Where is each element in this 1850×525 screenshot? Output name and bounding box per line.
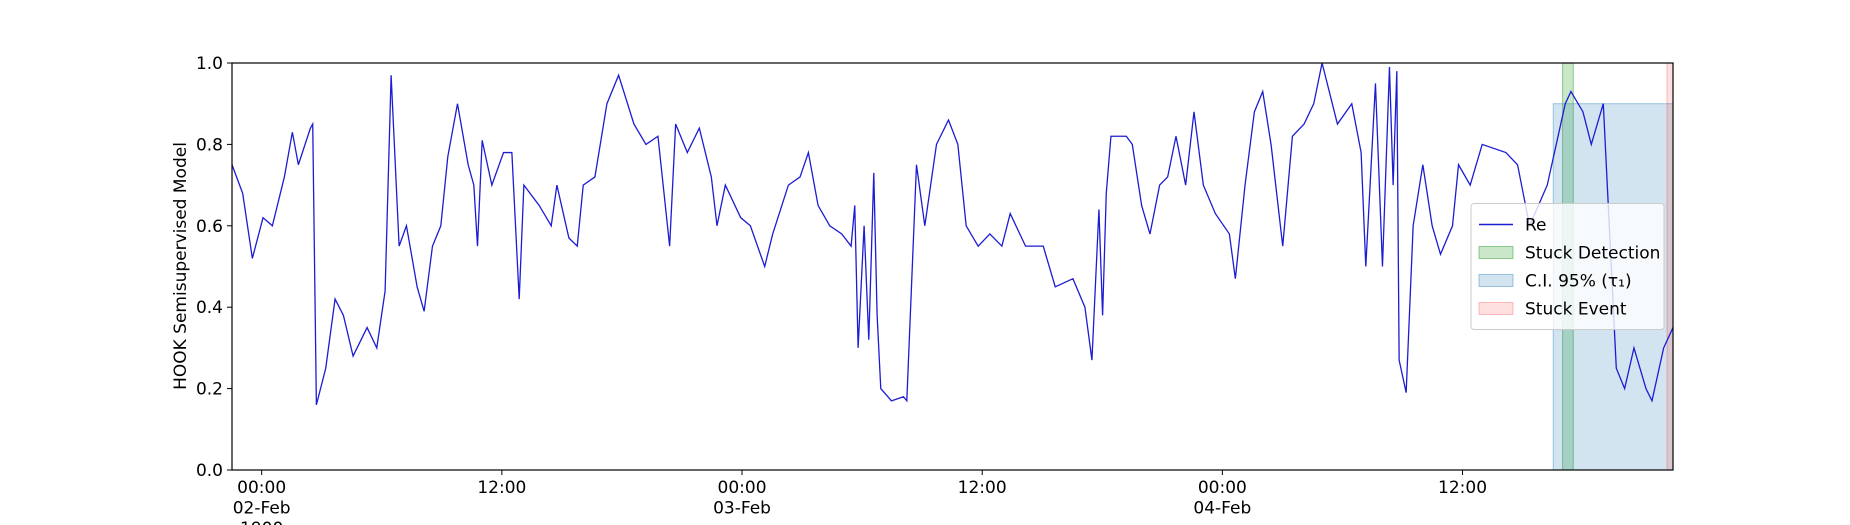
axes-frame — [231, 62, 1674, 471]
span — [1666, 62, 1674, 471]
legend-patch — [1478, 246, 1514, 259]
y-tick-label: 0.4 — [196, 298, 223, 318]
y-tick-label: 0.0 — [196, 461, 223, 481]
legend-patch — [1478, 302, 1514, 315]
y-tick-label: 0.8 — [196, 135, 223, 155]
x-tick-label: 00:00 03-Feb — [713, 478, 771, 518]
legend-label: Re — [1525, 216, 1547, 236]
legend: Re Stuck Detection C.I. 95% (τ₁) Stuck Even… — [1470, 203, 1665, 330]
legend-label: C.I. 95% (τ₁) — [1525, 272, 1632, 292]
x-tick-label: 12:00 — [1438, 478, 1487, 498]
x-tick-label: 00:00 04-Feb — [1193, 478, 1251, 518]
y-tick-label: 0.2 — [196, 380, 223, 400]
line — [231, 62, 1674, 406]
y-tick-label: 1.0 — [196, 54, 223, 74]
legend-label: Stuck Event — [1525, 300, 1627, 320]
x-tick-label: 12:00 — [477, 478, 526, 498]
x-tick-label: 12:00 — [958, 478, 1007, 498]
legend-patch — [1478, 274, 1514, 287]
legend-box — [1470, 203, 1665, 330]
legend-label: Stuck Detection — [1525, 244, 1660, 264]
y-tick-label: 0.6 — [196, 217, 223, 237]
y-axis-label: HOOK Semisupervised Model — [171, 142, 191, 390]
